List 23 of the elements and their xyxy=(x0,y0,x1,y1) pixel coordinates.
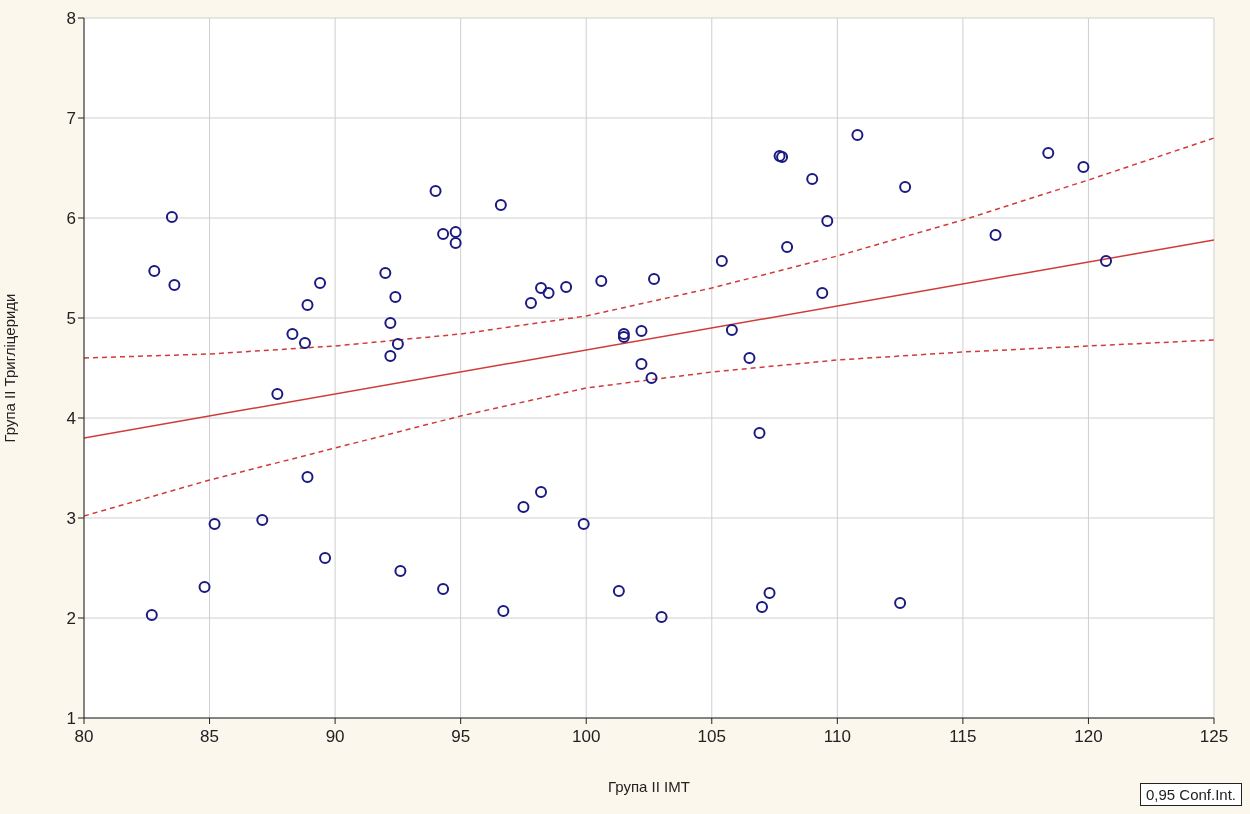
y-tick-label: 2 xyxy=(66,609,76,629)
y-axis-title: Група II Тригліцериди xyxy=(1,293,19,443)
line-series xyxy=(84,137,1214,359)
x-tick-label: 95 xyxy=(451,727,471,747)
x-tick-label: 125 xyxy=(1199,727,1229,747)
x-tick-label: 85 xyxy=(200,727,220,747)
y-tick-label: 6 xyxy=(66,209,76,229)
y-tick-label: 5 xyxy=(66,309,76,329)
y-tick-label: 4 xyxy=(66,409,76,429)
x-tick-label: 110 xyxy=(823,727,851,747)
x-axis-title: Група II IMT xyxy=(608,778,690,795)
y-tick-label: 8 xyxy=(66,9,76,29)
x-tick-label: 105 xyxy=(697,727,726,747)
x-tick-label: 120 xyxy=(1074,727,1103,747)
line-series xyxy=(84,339,1214,517)
x-tick-label: 80 xyxy=(74,727,94,747)
x-tick-label: 100 xyxy=(572,727,601,747)
x-tick-label: 115 xyxy=(949,727,977,747)
y-tick-label: 7 xyxy=(66,109,76,129)
x-tick-label: 90 xyxy=(325,727,345,747)
y-tick-label: 3 xyxy=(66,509,76,529)
y-tick-label: 1 xyxy=(66,709,76,729)
text: 0,95 Conf.Int. xyxy=(1139,783,1242,806)
